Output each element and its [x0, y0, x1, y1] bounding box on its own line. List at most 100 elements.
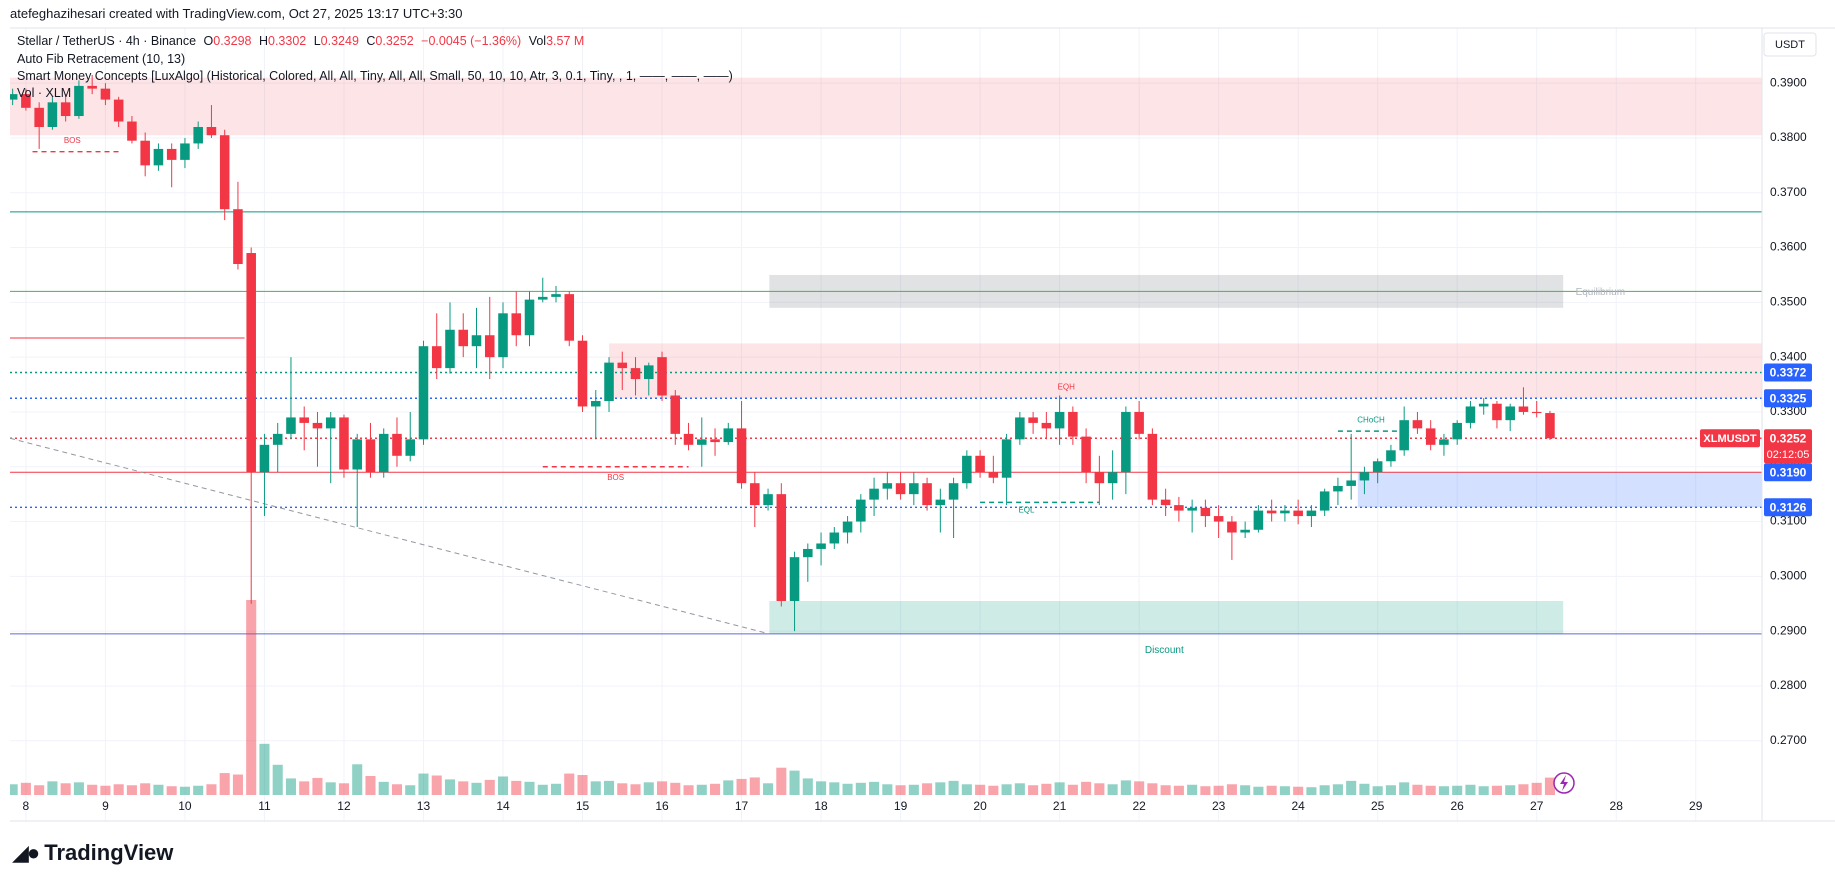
- volume-bar: [1425, 785, 1436, 795]
- change: −0.0045 (−1.36%): [421, 34, 522, 48]
- c-label: C: [366, 34, 376, 48]
- price-tag: [1764, 463, 1812, 482]
- volume-bar: [577, 775, 588, 795]
- volume-bar: [590, 781, 601, 795]
- volume-bar: [763, 783, 774, 795]
- price-pane: BOS BOS EQH EQL CHoCH Equilibrium Discount: [10, 28, 1762, 821]
- candle-body: [378, 433, 389, 473]
- candle-body: [869, 488, 879, 500]
- candle-body: [564, 294, 575, 341]
- volume-bar: [352, 764, 363, 795]
- price-tag-label: 0.3325: [1770, 391, 1807, 405]
- current-price-label: 0.3252: [1770, 431, 1807, 445]
- volume-bar: [299, 781, 310, 795]
- candle-body: [471, 335, 482, 347]
- volume-bar: [855, 782, 866, 795]
- volume-bar: [497, 776, 509, 795]
- volume-bar: [100, 785, 111, 795]
- candle-body: [763, 494, 773, 506]
- candle-body: [246, 253, 256, 473]
- y-tick-label: 0.3700: [1770, 185, 1807, 199]
- volume-bar: [458, 781, 469, 795]
- volume-bar: [988, 785, 999, 795]
- candle-body: [537, 296, 548, 300]
- volume-bar: [391, 784, 403, 795]
- annotation: BOS: [64, 136, 81, 145]
- volume-bar: [405, 785, 416, 795]
- zone: [1357, 472, 1762, 508]
- candle-body: [206, 126, 217, 136]
- candle-body: [365, 439, 376, 473]
- candle-body: [670, 395, 681, 434]
- current-price-tag: [1764, 429, 1812, 464]
- zone: [10, 77, 1762, 136]
- x-tick-label: 10: [178, 799, 192, 813]
- volume-bar: [153, 784, 164, 795]
- trendline: [10, 437, 770, 635]
- candle-body: [962, 455, 972, 484]
- volume-bar: [126, 785, 137, 795]
- volume-bar: [484, 779, 495, 795]
- candle-body: [1293, 510, 1303, 517]
- price-tag: [1764, 363, 1812, 382]
- volume-bar: [87, 784, 98, 795]
- volume-bar: [1319, 785, 1330, 795]
- volume-bar: [1160, 785, 1171, 795]
- volume-bar: [1134, 781, 1145, 795]
- candle-body: [1028, 417, 1038, 423]
- candle-body: [657, 357, 667, 396]
- candle-body: [219, 135, 230, 210]
- volume-bar: [1505, 785, 1516, 795]
- candle-body: [312, 422, 323, 429]
- candle-body: [140, 140, 150, 166]
- candle-body: [1187, 507, 1197, 511]
- candle-body: [10, 94, 18, 100]
- candle-body: [1386, 450, 1396, 462]
- candle-body: [1465, 406, 1476, 423]
- candle-body: [816, 543, 826, 549]
- volume-bar: [1518, 784, 1529, 795]
- candle-body: [60, 102, 71, 117]
- candle-body: [484, 335, 495, 358]
- volume-bar: [47, 781, 58, 795]
- volume-bar: [537, 784, 548, 795]
- candle-body: [458, 329, 469, 347]
- candle-body: [1545, 413, 1555, 439]
- countdown: 02:12:05: [1767, 449, 1810, 461]
- volume-bar: [1465, 784, 1476, 795]
- candle-body: [1147, 433, 1158, 500]
- volume-bar: [193, 785, 204, 795]
- y-tick-label: 0.3900: [1770, 75, 1807, 89]
- y-tick-label: 0.2700: [1770, 733, 1807, 747]
- volume-bar: [232, 774, 243, 795]
- x-tick-label: 29: [1689, 799, 1703, 813]
- volume-bar: [1200, 786, 1211, 795]
- annotation: EQH: [1058, 382, 1076, 391]
- volume-bar: [166, 786, 177, 795]
- candle-body: [339, 417, 349, 470]
- candle-body: [1054, 411, 1065, 429]
- candle-body: [1213, 516, 1224, 522]
- x-tick-label: 16: [655, 799, 669, 813]
- volume-bar: [975, 784, 986, 795]
- volume-bar: [1293, 786, 1304, 795]
- volume-bar: [1213, 785, 1224, 795]
- volume-bar: [418, 773, 429, 795]
- x-tick-label: 13: [417, 799, 431, 813]
- volume-bar: [1081, 781, 1092, 795]
- volume-bar: [10, 784, 18, 795]
- volume-bar: [140, 783, 151, 795]
- candle-body: [1081, 436, 1091, 473]
- volume-bar: [961, 784, 972, 795]
- candle-body: [842, 521, 853, 533]
- price-tag-label: 0.3126: [1770, 500, 1807, 514]
- volume-bar: [656, 781, 668, 795]
- y-tick-label: 0.3400: [1770, 349, 1807, 363]
- candle-body: [1227, 521, 1237, 533]
- volume-bar: [603, 780, 615, 795]
- x-tick-label: 11: [258, 799, 271, 813]
- volume-bar: [1438, 786, 1449, 795]
- candle-body: [1160, 499, 1171, 506]
